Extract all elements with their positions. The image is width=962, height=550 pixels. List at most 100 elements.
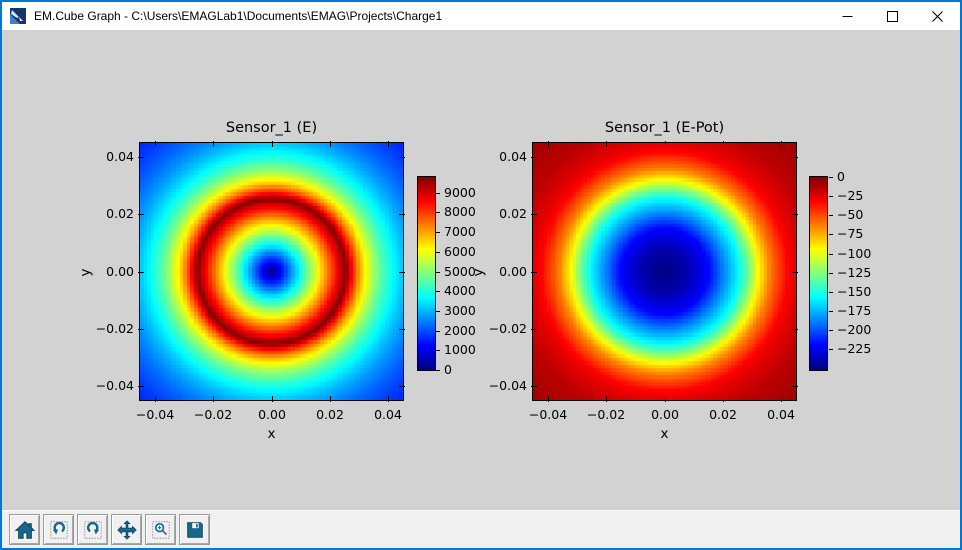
y-tick-label: −0.02 (95, 321, 134, 336)
x-tick (388, 396, 389, 402)
colorbar-tick-label: −75 (837, 226, 864, 241)
y-tick-label: −0.04 (488, 378, 527, 393)
colorbar-tick (436, 193, 440, 194)
x-tick (272, 396, 273, 402)
heatmap-image[interactable] (140, 143, 403, 400)
close-button[interactable] (915, 2, 960, 30)
x-tick (213, 396, 214, 402)
colorbar-tick (829, 349, 833, 350)
x-tick-label: 0.04 (767, 407, 795, 422)
x-tick (155, 396, 156, 402)
heatmap-plot-e[interactable] (139, 142, 404, 401)
y-tick (792, 272, 798, 273)
colorbar-tick (829, 196, 833, 197)
y-tick (138, 214, 144, 215)
colorbar-tick-label: 0 (444, 362, 452, 377)
app-icon (10, 8, 26, 24)
x-tick (723, 396, 724, 402)
x-tick (388, 141, 389, 147)
x-tick-label: 0.00 (258, 407, 286, 422)
zoom-button[interactable] (145, 514, 176, 545)
colorbar-tick (436, 331, 440, 332)
x-tick (548, 396, 549, 402)
colorbar-tick (436, 272, 440, 273)
y-tick (531, 386, 537, 387)
y-tick (792, 157, 798, 158)
y-tick (792, 329, 798, 330)
colorbar-tick (829, 254, 833, 255)
colorbar-tick-label: 0 (837, 169, 845, 184)
y-tick-label: 0.04 (499, 149, 527, 164)
x-tick-label: 0.02 (709, 407, 737, 422)
maximize-icon (887, 10, 898, 22)
x-tick (723, 141, 724, 147)
colorbar-tick (436, 232, 440, 233)
x-axis-label: x (267, 426, 276, 442)
colorbar-gradient (418, 177, 435, 370)
close-icon (932, 10, 943, 22)
x-tick-label: −0.04 (528, 407, 568, 422)
colorbar-tick-label: −225 (837, 341, 872, 356)
back-button[interactable] (43, 514, 74, 545)
minimize-button[interactable] (825, 2, 870, 30)
y-tick (399, 329, 405, 330)
colorbar-tick (436, 212, 440, 213)
x-tick (548, 141, 549, 147)
colorbar-tick (829, 330, 833, 331)
colorbar-tick (829, 292, 833, 293)
y-tick (399, 272, 405, 273)
pan-button[interactable] (111, 514, 142, 545)
y-tick-label: −0.04 (95, 378, 134, 393)
x-tick-label: −0.02 (193, 407, 233, 422)
window-title: EM.Cube Graph - C:\Users\EMAGLab1\Docume… (34, 9, 443, 23)
y-tick-label: 0.04 (106, 149, 134, 164)
x-axis-label: x (660, 426, 669, 442)
y-tick-label: −0.02 (488, 321, 527, 336)
colorbar-tick-label: 1000 (444, 342, 476, 357)
colorbar-tick (436, 291, 440, 292)
y-tick (138, 157, 144, 158)
maximize-button[interactable] (870, 2, 915, 30)
x-tick-label: 0.02 (316, 407, 344, 422)
y-tick (531, 157, 537, 158)
zoom-magnifier-icon (151, 520, 170, 539)
colorbar-tick-label: −125 (837, 265, 872, 280)
y-tick (792, 386, 798, 387)
x-tick (781, 141, 782, 147)
colorbar-tick-label: 9000 (444, 185, 476, 200)
y-tick-label: 0.02 (499, 206, 527, 221)
colorbar-tick (829, 177, 833, 178)
colorbar-tick-label: 8000 (444, 204, 476, 219)
heatmap-plot-epot[interactable] (532, 142, 797, 401)
x-tick-label: −0.04 (135, 407, 175, 422)
y-tick (138, 329, 144, 330)
x-tick (606, 396, 607, 402)
plot-title: Sensor_1 (E) (225, 120, 318, 136)
colorbar-tick-label: 3000 (444, 303, 476, 318)
colorbar-tick-label: −150 (837, 284, 872, 299)
y-tick-label: 0.02 (106, 206, 134, 221)
forward-button[interactable] (77, 514, 108, 545)
toolbar (2, 510, 960, 548)
home-button[interactable] (9, 514, 40, 545)
colorbar-tick (829, 273, 833, 274)
x-tick (272, 141, 273, 147)
colorbar-tick (436, 370, 440, 371)
x-tick (665, 396, 666, 402)
colorbar-tick-label: −25 (837, 188, 864, 203)
colorbar-tick (829, 215, 833, 216)
x-tick (606, 141, 607, 147)
heatmap-image[interactable] (533, 143, 796, 400)
save-button[interactable] (179, 514, 210, 545)
colorbar-tick-label: 5000 (444, 264, 476, 279)
colorbar-tick-label: −50 (837, 207, 864, 222)
colorbar-gradient (810, 177, 827, 370)
colorbar-tick (436, 350, 440, 351)
y-tick-label: 0.00 (499, 264, 527, 279)
minimize-icon (842, 15, 853, 17)
back-arrow-icon (49, 520, 68, 539)
x-tick (155, 141, 156, 147)
x-tick (330, 396, 331, 402)
titlebar[interactable]: EM.Cube Graph - C:\Users\EMAGLab1\Docume… (2, 2, 960, 30)
